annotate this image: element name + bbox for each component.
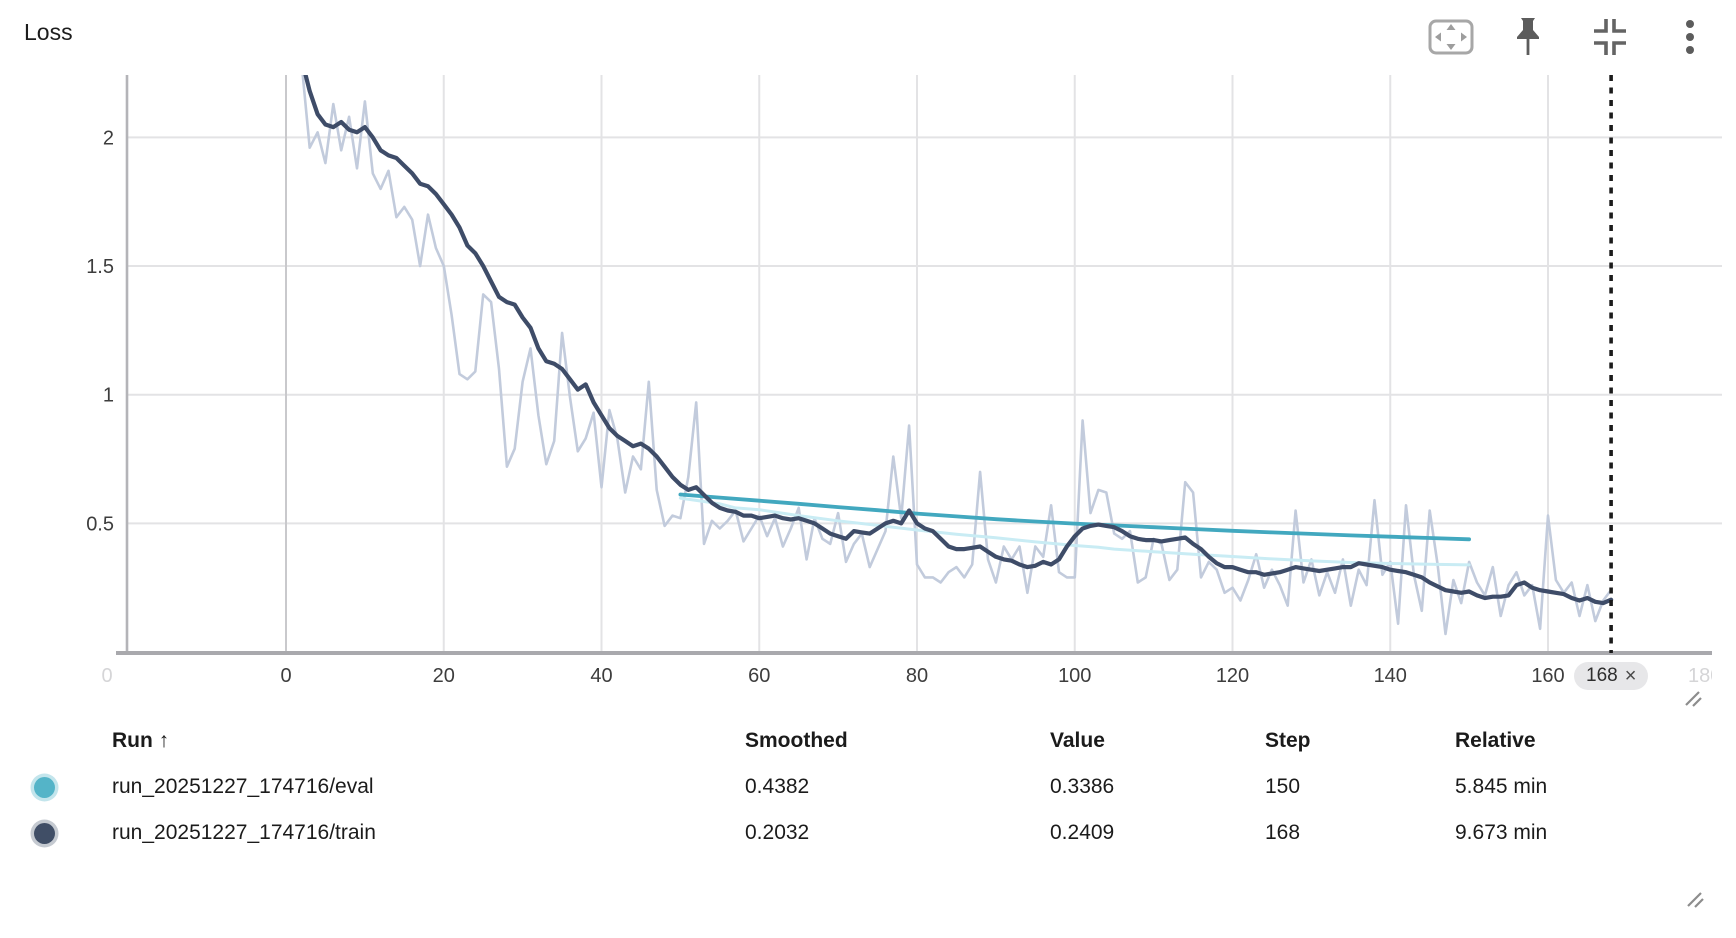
legend-header-step[interactable]: Step bbox=[1265, 729, 1311, 752]
x-tick-label: 40 bbox=[590, 665, 612, 687]
series-line-run-20251227-174716-eval bbox=[678, 492, 1471, 542]
smoothed-value: 0.2032 bbox=[745, 821, 810, 844]
step-value: 168 bbox=[1265, 821, 1301, 844]
legend-header-run[interactable]: Run ↑ bbox=[112, 729, 170, 752]
legend-row: run_20251227_174716/eval 0.4382 0.3386 150 5… bbox=[0, 772, 1736, 802]
more-options-button[interactable] bbox=[1676, 14, 1704, 60]
step-value: 150 bbox=[1265, 775, 1301, 798]
pan-icon bbox=[1428, 19, 1474, 55]
remove-step-marker-icon[interactable]: × bbox=[1624, 665, 1637, 687]
pin-icon bbox=[1517, 18, 1539, 55]
run-name[interactable]: run_20251227_174716/train bbox=[112, 821, 376, 844]
pin-button[interactable] bbox=[1506, 14, 1550, 60]
run-color-dot bbox=[34, 823, 55, 844]
legend-header-row: Run ↑ Smoothed Value Step Relative bbox=[0, 726, 1736, 756]
panel-resize-handle[interactable] bbox=[1684, 889, 1706, 909]
legend-header-relative[interactable]: Relative bbox=[1455, 729, 1536, 752]
x-axis-max-label: 180 bbox=[1688, 665, 1721, 687]
y-tick-label: 0.5 bbox=[86, 513, 114, 535]
panel-title: Loss bbox=[24, 19, 73, 45]
smoothed-value: 0.4382 bbox=[745, 775, 810, 798]
pan-button[interactable] bbox=[1427, 14, 1475, 60]
x-tick-label: 20 bbox=[433, 665, 455, 687]
run-color-dot bbox=[34, 777, 55, 798]
run-name[interactable]: run_20251227_174716/eval bbox=[112, 775, 374, 798]
collapse-icon bbox=[1594, 19, 1626, 55]
legend-header-value[interactable]: Value bbox=[1050, 729, 1105, 752]
legend-header-smoothed[interactable]: Smoothed bbox=[745, 729, 848, 752]
series-line-run-20251227-174716-eval-raw- bbox=[678, 496, 1471, 567]
series-line-run-20251227-174716-train-raw- bbox=[301, 75, 1613, 636]
raw-value: 0.2409 bbox=[1050, 821, 1115, 844]
series-line-run-20251227-174716-train bbox=[303, 75, 1614, 606]
step-marker-value: 168 bbox=[1586, 665, 1618, 686]
x-tick-label: 0 bbox=[280, 665, 291, 687]
step-marker-chip[interactable]: 168 × bbox=[1574, 662, 1649, 690]
x-tick-label: 140 bbox=[1374, 665, 1407, 687]
kebab-menu-icon bbox=[1686, 20, 1694, 54]
y-tick-label: 1 bbox=[103, 385, 114, 407]
raw-value: 0.3386 bbox=[1050, 775, 1115, 798]
x-axis-min-label: 0 bbox=[101, 665, 112, 687]
x-tick-label: 120 bbox=[1216, 665, 1249, 687]
x-tick-label: 160 bbox=[1531, 665, 1564, 687]
y-tick-label: 1.5 bbox=[86, 256, 114, 278]
y-tick-label: 2 bbox=[103, 127, 114, 149]
relative-time-value: 5.845 min bbox=[1455, 775, 1548, 798]
chart-resize-handle[interactable] bbox=[1682, 688, 1704, 708]
relative-time-value: 9.673 min bbox=[1455, 821, 1548, 844]
legend-row: run_20251227_174716/train 0.2032 0.2409 168… bbox=[0, 818, 1736, 848]
x-tick-label: 60 bbox=[748, 665, 770, 687]
x-tick-label: 100 bbox=[1058, 665, 1091, 687]
x-tick-label: 80 bbox=[906, 665, 928, 687]
collapse-button[interactable] bbox=[1588, 14, 1632, 60]
